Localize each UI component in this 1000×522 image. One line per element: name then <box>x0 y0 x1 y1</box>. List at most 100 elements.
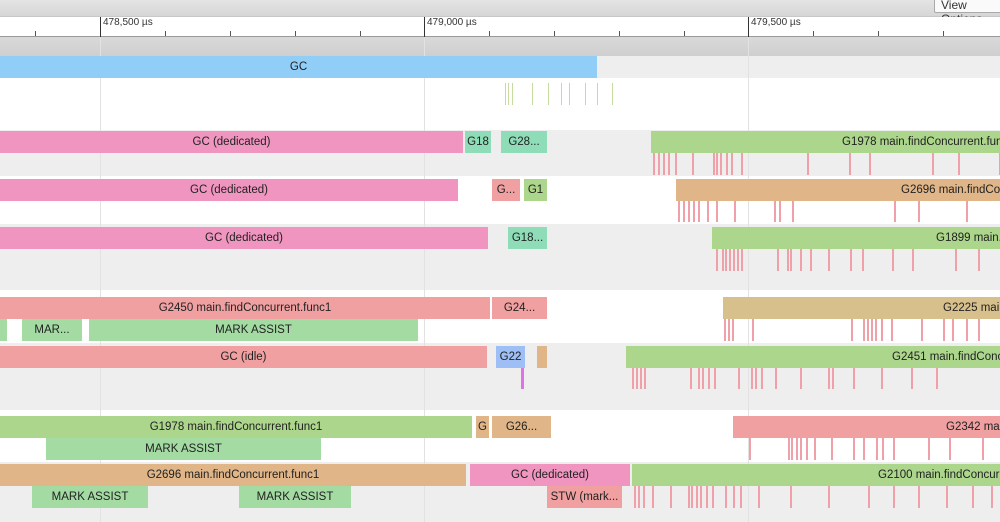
ruler-major-tick <box>424 17 425 37</box>
event-slice[interactable]: G1899 main.findConcurrent.func1 <box>712 227 1000 249</box>
event-tick <box>675 153 677 175</box>
event-slice[interactable]: GC (dedicated) <box>0 227 488 249</box>
event-tick <box>796 438 798 460</box>
event-tick <box>806 438 808 460</box>
event-tick <box>713 153 715 175</box>
event-tick <box>788 438 790 460</box>
event-slice[interactable]: G2100 main.findConcurrent.func1 <box>632 464 1000 486</box>
ruler-minor-tick <box>554 31 555 36</box>
event-slice[interactable]: G2450 main.findConcurrent.func1 <box>0 297 490 319</box>
toolbar <box>0 0 1000 17</box>
event-slice[interactable]: G24... <box>492 297 547 319</box>
event-tick <box>932 153 934 175</box>
event-tick <box>691 486 693 508</box>
event-tick <box>690 368 692 389</box>
event-slice[interactable]: G2696 main.findConcurrent.func1 <box>676 179 1000 201</box>
ruler-minor-tick <box>813 31 814 36</box>
event-tick <box>814 438 816 460</box>
event-tick <box>807 153 809 175</box>
event-tick <box>692 153 694 175</box>
stw-slice[interactable]: STW (mark... <box>547 486 622 508</box>
grid-line <box>100 37 101 522</box>
event-slice[interactable]: GC (dedicated) <box>0 131 463 153</box>
section-header <box>0 37 1000 56</box>
event-tick <box>792 201 794 222</box>
event-tick <box>972 486 974 508</box>
event-slice[interactable]: G <box>476 416 489 438</box>
view-options-button[interactable]: View Options <box>934 0 1000 26</box>
event-tick <box>828 249 830 271</box>
event-tick <box>881 368 883 389</box>
event-tick <box>670 486 672 508</box>
event-tick <box>732 319 734 341</box>
gc-event[interactable]: GC <box>0 56 597 78</box>
event-slice[interactable]: GC (dedicated) <box>470 464 630 486</box>
event-tick <box>741 153 743 175</box>
event-tick <box>946 486 948 508</box>
event-slice[interactable]: G22 <box>496 346 525 368</box>
event-tick <box>871 319 873 341</box>
event-tick <box>875 319 877 341</box>
event-slice[interactable]: G2696 main.findConcurrent.func1 <box>0 464 466 486</box>
event-slice[interactable]: G1978 main.findConcurrent.func1 <box>0 416 472 438</box>
event-tick <box>636 368 638 389</box>
event-tick <box>740 486 742 508</box>
event-slice[interactable]: G... <box>492 179 520 201</box>
event-tick <box>943 319 945 341</box>
event-tick <box>716 249 718 271</box>
mark-assist-slice[interactable]: MARK ASSIST <box>89 319 418 341</box>
event-tick <box>585 83 586 105</box>
event-tick <box>894 201 896 222</box>
event-tick <box>698 368 700 389</box>
event-tick <box>810 249 812 271</box>
event-tick <box>712 486 714 508</box>
event-tick <box>853 368 855 389</box>
event-tick <box>724 319 726 341</box>
event-tick <box>634 486 636 508</box>
event-tick <box>698 201 700 222</box>
mark-assist-slice[interactable]: MARK ASSIST <box>239 486 351 508</box>
event-slice[interactable]: G26... <box>492 416 551 438</box>
event-slice[interactable]: G1978 main.findConcurrent.func1 <box>651 131 1000 153</box>
event-slice[interactable]: G18... <box>508 227 547 249</box>
event-slice[interactable]: G28... <box>501 131 547 153</box>
event-slice[interactable]: G2451 main.findConcurrent.func1 <box>626 346 1000 368</box>
event-tick <box>828 486 830 508</box>
event-slice[interactable] <box>537 346 547 368</box>
event-tick <box>850 249 852 271</box>
event-tick <box>832 368 834 389</box>
event-tick <box>706 486 708 508</box>
event-tick <box>734 201 736 222</box>
event-tick <box>663 153 665 175</box>
mark-assist-slice[interactable]: MARK ASSIST <box>46 438 321 460</box>
event-tick <box>512 83 513 105</box>
event-tick <box>668 153 670 175</box>
event-tick <box>790 249 792 271</box>
event-tick <box>779 201 781 222</box>
event-tick <box>790 486 792 508</box>
event-slice[interactable]: G1 <box>524 179 547 201</box>
event-slice[interactable]: G18 <box>465 131 491 153</box>
event-tick <box>597 83 598 105</box>
ruler-label: 479,500 µs <box>751 17 801 28</box>
event-tick <box>749 438 751 460</box>
event-tick <box>949 438 951 460</box>
event-tick <box>912 249 914 271</box>
event-tick <box>725 249 727 271</box>
event-tick <box>638 486 640 508</box>
event-marker <box>521 368 524 389</box>
mark-assist-slice[interactable] <box>0 319 7 341</box>
mark-assist-slice[interactable]: MAR... <box>22 319 82 341</box>
event-tick <box>928 438 930 460</box>
event-slice[interactable]: G2225 main.findConcurrent.func1 <box>723 297 1000 319</box>
event-tick <box>751 368 753 389</box>
time-ruler[interactable]: 478,500 µs 479,000 µs 479,500 µs <box>0 17 1000 37</box>
event-tick <box>653 153 655 175</box>
event-tick <box>729 249 731 271</box>
event-slice[interactable]: GC (dedicated) <box>0 179 458 201</box>
event-slice[interactable]: GC (idle) <box>0 346 487 368</box>
event-slice[interactable]: G2342 main.findConcurrent.func1 <box>733 416 1000 438</box>
event-tick <box>800 249 802 271</box>
event-tick <box>632 368 634 389</box>
mark-assist-slice[interactable]: MARK ASSIST <box>32 486 148 508</box>
